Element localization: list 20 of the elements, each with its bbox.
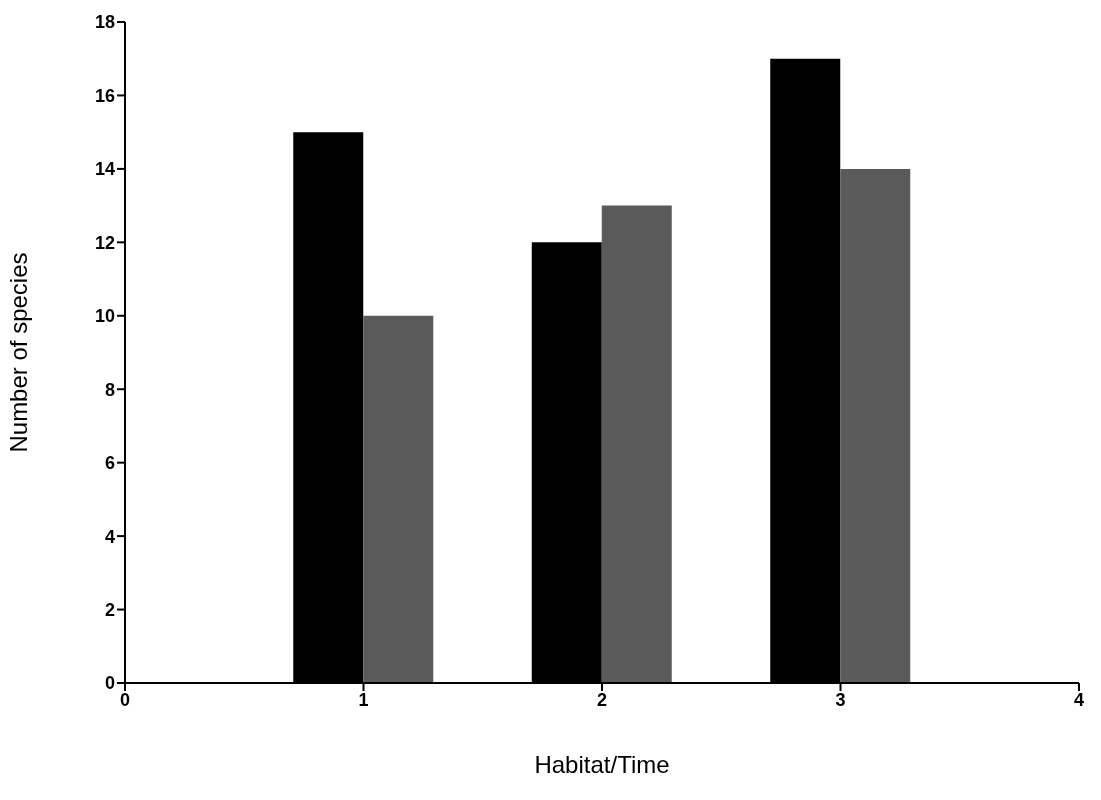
- x-axis-title: Habitat/Time: [534, 751, 670, 778]
- y-tick-label: 4: [104, 526, 115, 547]
- x-tick-label: 0: [119, 689, 131, 710]
- y-tick-label: 12: [94, 232, 115, 253]
- bar: [840, 168, 911, 683]
- y-tick-label: 14: [94, 159, 115, 180]
- bar: [601, 205, 672, 683]
- y-tick-label: 18: [94, 12, 115, 33]
- y-tick-label: 10: [94, 306, 115, 327]
- x-tick-label: 2: [596, 689, 608, 710]
- y-tick-label: 2: [104, 599, 115, 620]
- y-tick-label: 8: [104, 379, 115, 400]
- x-tick-label: 4: [1073, 689, 1085, 710]
- y-tick-label: 6: [104, 453, 115, 474]
- x-tick-label: 1: [358, 689, 369, 710]
- y-tick-label: 0: [104, 673, 115, 694]
- bar: [363, 315, 434, 683]
- y-axis-title: Number of species: [4, 252, 32, 453]
- y-tick-label: 16: [94, 85, 115, 106]
- x-tick-label: 3: [835, 689, 846, 710]
